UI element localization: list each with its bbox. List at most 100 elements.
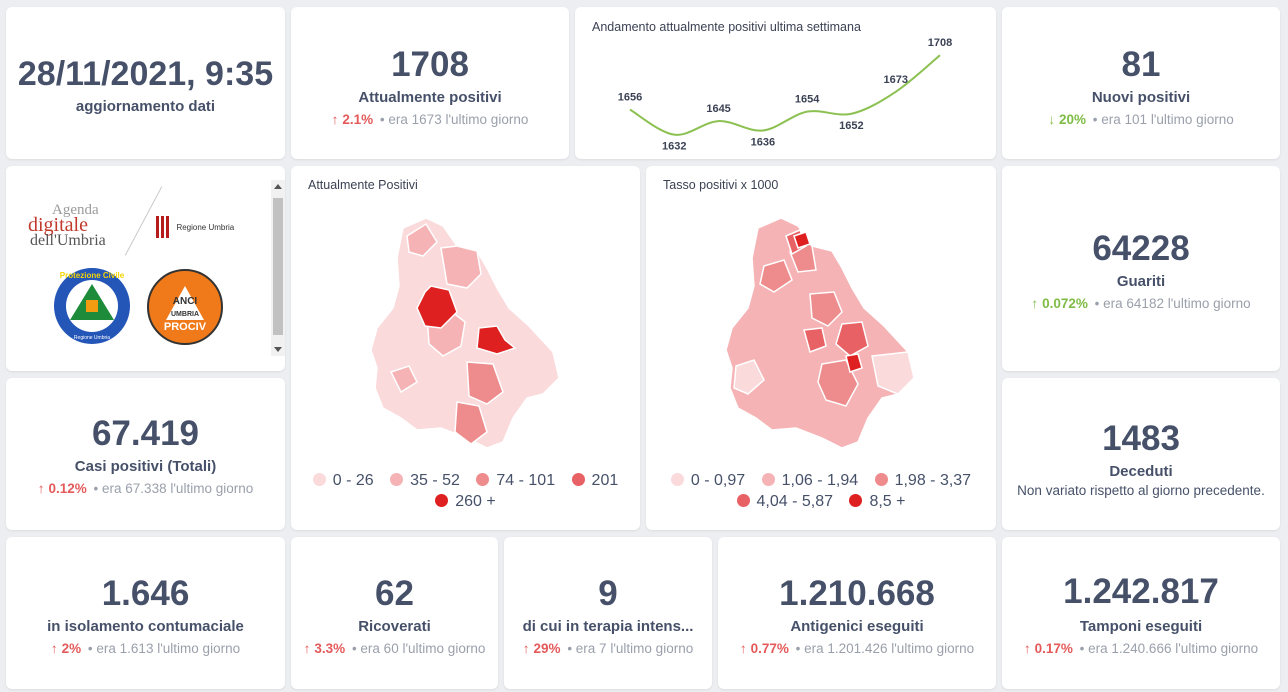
- terapia-prev: era 7: [575, 641, 607, 656]
- svg-text:Regione Umbria: Regione Umbria: [74, 335, 110, 341]
- regione-umbria-icon: [156, 216, 170, 238]
- guariti-suffix: l'ultimo giorno: [1167, 296, 1251, 311]
- antigenici-pct: 0.77%: [750, 641, 789, 656]
- map2-legend: 0 - 0,97 1,06 - 1,94 1,98 - 3,37 4,04 - …: [646, 470, 996, 512]
- attualmente-label: Attualmente positivi: [358, 89, 502, 106]
- ricoverati-pct: 3.3%: [314, 641, 346, 656]
- terapia-delta: ↑ 29% • era 7 l'ultimo giorno: [522, 641, 694, 656]
- legend-dot-icon: [736, 494, 750, 507]
- legend-dot-icon: [761, 473, 775, 486]
- isolamento-pct: 2%: [61, 641, 82, 656]
- tamponi-delta: ↑ 0.17% • era 1.240.666 l'ultimo giorno: [1023, 641, 1259, 656]
- map2-title: Tasso positivi x 1000: [663, 178, 779, 192]
- legend-dot-icon: [312, 473, 326, 486]
- map-attualmente-card: Attualmente Positivi 0 - 26 35 - 52 74 -…: [291, 166, 640, 530]
- tamponi-card: 1.242.817 Tamponi eseguiti ↑ 0.17% • era …: [1002, 537, 1280, 689]
- trend-data-label: 1652: [839, 120, 863, 132]
- nuovi-card: 81 Nuovi positivi ↓ 20% • era 101 l'ultim…: [1002, 7, 1280, 159]
- scroll-up-icon[interactable]: [274, 184, 282, 189]
- isolamento-value: 1.646: [101, 574, 190, 613]
- antigenici-suffix: l'ultimo giorno: [891, 641, 975, 656]
- tamponi-suffix: l'ultimo giorno: [1175, 641, 1259, 656]
- legend-dot-icon: [435, 494, 449, 507]
- update-card: 28/11/2021, 9:35 aggiornamento dati: [6, 7, 285, 159]
- tamponi-prev: era 1.240.666: [1088, 641, 1172, 656]
- casi-prev: era 67.338: [102, 481, 167, 496]
- trend-card: Andamento attualmente positivi ultima se…: [575, 7, 996, 159]
- agenda-digitale-logo: Agenda digitale dell'Umbria: [28, 202, 106, 249]
- ricoverati-prev: era 60: [360, 641, 399, 656]
- ricoverati-label: Ricoverati: [358, 618, 431, 635]
- legend-dot-icon: [390, 473, 404, 486]
- svg-text:UMBRIA: UMBRIA: [171, 311, 199, 318]
- nuovi-value: 81: [1121, 45, 1161, 84]
- legend-item: 0 - 26: [312, 470, 374, 491]
- trend-data-label: 1708: [928, 37, 952, 49]
- attualmente-delta: ↑ 2.1% • era 1673 l'ultimo giorno: [331, 112, 529, 127]
- nuovi-suffix: l'ultimo giorno: [1150, 112, 1234, 127]
- tamponi-value: 1.242.817: [1063, 572, 1219, 611]
- map1-legend: 0 - 26 35 - 52 74 - 101 201 260 +: [291, 470, 640, 512]
- legend-item: 8,5 +: [849, 491, 905, 512]
- map-tasso-card: Tasso positivi x 1000 0 - 0,97 1,06 - 1,…: [646, 166, 996, 530]
- legend-dot-icon: [571, 473, 585, 486]
- umbria-map-attualmente[interactable]: [291, 196, 640, 496]
- svg-text:PROCIV: PROCIV: [164, 321, 207, 333]
- umbria-map-tasso[interactable]: [646, 196, 996, 496]
- tamponi-pct: 0.17%: [1034, 641, 1073, 656]
- scrollbar-thumb[interactable]: [273, 198, 283, 335]
- logos-scrollbar[interactable]: [271, 180, 285, 356]
- legend-item: 201: [571, 470, 618, 491]
- scroll-down-icon[interactable]: [274, 347, 282, 352]
- deceduti-note: Non variato rispetto al giorno precedent…: [1017, 483, 1265, 498]
- terapia-suffix: l'ultimo giorno: [610, 641, 694, 656]
- ricoverati-suffix: l'ultimo giorno: [402, 641, 486, 656]
- nuovi-prev: era 101: [1101, 112, 1148, 127]
- trend-data-label: 1645: [706, 103, 730, 115]
- legend-item: 74 - 101: [476, 470, 555, 491]
- arrow-up-icon: ↑: [331, 112, 339, 127]
- legend-item: 35 - 52: [390, 470, 460, 491]
- anci-umbria-logo: ANCI UMBRIA PROCIV: [147, 269, 223, 345]
- legend-dot-icon: [874, 473, 888, 486]
- terapia-pct: 29%: [533, 641, 561, 656]
- guariti-delta: ↑ 0.072% • era 64182 l'ultimo giorno: [1031, 296, 1251, 311]
- arrow-up-icon: ↑: [50, 641, 58, 656]
- trend-data-label: 1673: [883, 74, 907, 86]
- trend-data-label: 1654: [795, 94, 820, 106]
- guariti-pct: 0.072%: [1042, 296, 1088, 311]
- isolamento-label: in isolamento contumaciale: [47, 618, 244, 635]
- arrow-up-icon: ↑: [37, 481, 45, 496]
- guariti-label: Guariti: [1116, 273, 1166, 290]
- legend-item: 4,04 - 5,87: [736, 491, 833, 512]
- trend-data-label: 1632: [662, 141, 686, 153]
- trend-line: [629, 54, 941, 136]
- trend-chart: 1656 1632 1645 1636 1654 1652 1673 1708: [618, 37, 952, 153]
- casi-delta: ↑ 0.12% • era 67.338 l'ultimo giorno: [37, 481, 254, 496]
- casi-label: Casi positivi (Totali): [74, 458, 217, 475]
- legend-item: 0 - 0,97: [670, 470, 745, 491]
- arrow-up-icon: ↑: [303, 641, 311, 656]
- antigenici-delta: ↑ 0.77% • era 1.201.426 l'ultimo giorno: [739, 641, 975, 656]
- guariti-value: 64228: [1092, 229, 1190, 268]
- update-label: aggiornamento dati: [75, 98, 216, 115]
- attualmente-suffix: l'ultimo giorno: [445, 112, 529, 127]
- casi-pct: 0.12%: [48, 481, 87, 496]
- legend-item: 1,06 - 1,94: [761, 470, 858, 491]
- trend-data-label: 1636: [751, 136, 775, 148]
- terapia-card: 9 di cui in terapia intens... ↑ 29% • era…: [504, 537, 712, 689]
- map1-title: Attualmente Positivi: [308, 178, 418, 192]
- tamponi-label: Tamponi eseguiti: [1079, 618, 1203, 635]
- nuovi-label: Nuovi positivi: [1091, 89, 1191, 106]
- deceduti-card: 1483 Deceduti Non variato rispetto al gi…: [1002, 378, 1280, 530]
- attualmente-prev: era 1673: [388, 112, 442, 127]
- arrow-up-icon: ↑: [1031, 296, 1039, 311]
- antigenici-prev: era 1.201.426: [804, 641, 888, 656]
- antigenici-card: 1.210.668 Antigenici eseguiti ↑ 0.77% • e…: [718, 537, 996, 689]
- arrow-down-icon: ↓: [1048, 112, 1056, 127]
- nuovi-delta: ↓ 20% • era 101 l'ultimo giorno: [1048, 112, 1234, 127]
- logos-card: Agenda digitale dell'Umbria Regione Umbr…: [6, 166, 285, 371]
- protezione-civile-logo: Protezione Civile Regione Umbria: [54, 268, 130, 344]
- arrow-up-icon: ↑: [739, 641, 747, 656]
- deceduti-label: Deceduti: [1109, 463, 1173, 480]
